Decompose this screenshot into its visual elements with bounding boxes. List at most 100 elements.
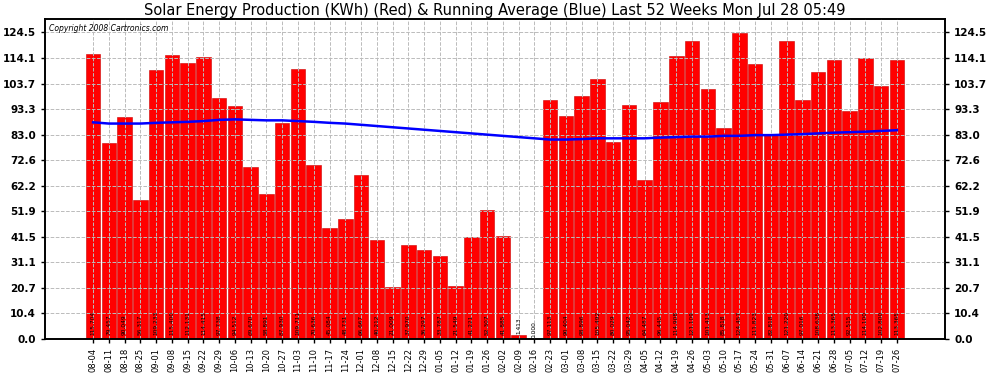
Text: 101.413: 101.413 (705, 311, 710, 335)
Text: 97.016: 97.016 (800, 315, 805, 335)
Bar (307, 165, 321, 339)
Bar (717, 128, 731, 339)
Text: 124.457: 124.457 (737, 311, 742, 335)
Text: 40.212: 40.212 (374, 315, 379, 335)
Bar (574, 96, 589, 339)
Text: 114.100: 114.100 (863, 311, 868, 335)
Bar (148, 70, 163, 339)
Text: 70.636: 70.636 (311, 315, 316, 335)
Text: Copyright 2008 Cartronics.com: Copyright 2008 Cartronics.com (50, 24, 169, 33)
Text: 90.049: 90.049 (122, 315, 127, 335)
Bar (323, 228, 337, 339)
Text: 21.549: 21.549 (453, 315, 458, 335)
Text: 109.233: 109.233 (153, 311, 158, 335)
Text: 95.042: 95.042 (627, 315, 632, 335)
Bar (732, 33, 746, 339)
Text: 80.029: 80.029 (611, 315, 616, 335)
Text: 41.885: 41.885 (500, 315, 505, 335)
Bar (795, 100, 810, 339)
Bar (228, 106, 243, 339)
Bar (464, 237, 478, 339)
Bar (874, 86, 888, 339)
Title: Solar Energy Production (KWh) (Red) & Running Average (Blue) Last 52 Weeks Mon J: Solar Energy Production (KWh) (Red) & Ru… (145, 3, 845, 18)
Bar (385, 287, 400, 339)
Bar (685, 41, 699, 339)
Bar (842, 111, 857, 339)
Bar (133, 200, 148, 339)
Text: 41.221: 41.221 (469, 315, 474, 335)
Text: 97.113: 97.113 (547, 315, 552, 335)
Text: 112.131: 112.131 (185, 311, 190, 335)
Bar (275, 123, 289, 339)
Bar (512, 336, 526, 339)
Text: 97.738: 97.738 (217, 315, 222, 335)
Bar (858, 58, 872, 339)
Bar (180, 63, 195, 339)
Bar (701, 89, 715, 339)
Bar (244, 168, 258, 339)
Text: 109.711: 109.711 (295, 311, 301, 335)
Text: 92.515: 92.515 (847, 315, 852, 335)
Bar (638, 180, 652, 339)
Bar (779, 40, 794, 339)
Text: 45.084: 45.084 (327, 315, 332, 335)
Bar (811, 72, 826, 339)
Bar (291, 69, 305, 339)
Text: 115.704: 115.704 (91, 311, 96, 335)
Text: 85.818: 85.818 (721, 315, 726, 335)
Bar (827, 60, 842, 339)
Text: 121.220: 121.220 (784, 311, 789, 335)
Text: 96.445: 96.445 (658, 315, 663, 335)
Bar (433, 256, 447, 339)
Text: 21.009: 21.009 (390, 315, 395, 335)
Text: 87.930: 87.930 (280, 315, 285, 335)
Text: 114.908: 114.908 (674, 311, 679, 335)
Bar (102, 143, 116, 339)
Text: 69.670: 69.670 (248, 315, 253, 335)
Text: 48.731: 48.731 (343, 315, 347, 335)
Bar (353, 175, 368, 339)
Text: 1.413: 1.413 (516, 318, 521, 334)
Bar (480, 210, 494, 339)
Bar (338, 219, 352, 339)
Bar (622, 105, 637, 339)
Text: 0.000: 0.000 (532, 321, 537, 338)
Text: 58.891: 58.891 (264, 315, 269, 335)
Bar (369, 240, 384, 339)
Bar (653, 102, 667, 339)
Text: 52.307: 52.307 (485, 315, 490, 335)
Text: 113.365: 113.365 (832, 311, 837, 335)
Bar (86, 54, 100, 339)
Text: 102.800: 102.800 (879, 311, 884, 335)
Bar (164, 55, 179, 339)
Text: 121.109: 121.109 (689, 311, 695, 335)
Text: 111.823: 111.823 (752, 311, 757, 335)
Bar (747, 64, 762, 339)
Bar (543, 100, 557, 339)
Bar (448, 286, 463, 339)
Bar (496, 236, 510, 339)
Bar (606, 142, 621, 339)
Bar (417, 250, 432, 339)
Text: 90.404: 90.404 (563, 315, 568, 335)
Bar (890, 60, 904, 339)
Text: 94.512: 94.512 (233, 315, 238, 335)
Bar (259, 194, 273, 339)
Bar (196, 57, 211, 339)
Text: 113.365: 113.365 (894, 311, 899, 335)
Bar (401, 246, 416, 339)
Bar (590, 79, 605, 339)
Text: 114.415: 114.415 (201, 311, 206, 335)
Bar (558, 116, 573, 339)
Text: 37.970: 37.970 (406, 315, 411, 335)
Text: 79.457: 79.457 (106, 315, 111, 335)
Text: 105.492: 105.492 (595, 311, 600, 335)
Text: 33.787: 33.787 (438, 315, 443, 335)
Bar (212, 98, 227, 339)
Bar (118, 117, 132, 339)
Text: 56.317: 56.317 (138, 315, 143, 335)
Text: 82.818: 82.818 (768, 315, 773, 335)
Text: 115.400: 115.400 (169, 311, 174, 335)
Text: 66.667: 66.667 (358, 315, 363, 335)
Bar (763, 135, 778, 339)
